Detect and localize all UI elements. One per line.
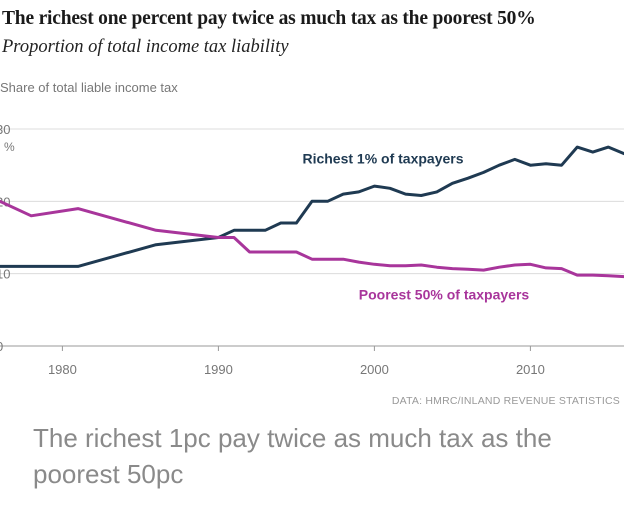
series-line-richest-1pct bbox=[0, 145, 624, 268]
series-line-poorest-50pct bbox=[0, 199, 624, 279]
y-unit-label: % bbox=[4, 140, 15, 154]
x-tick-label-1990: 1990 bbox=[204, 362, 233, 377]
image-caption: The richest 1pc pay twice as much tax as… bbox=[33, 423, 552, 489]
label-poorest-50pct: Poorest 50% of taxpayers bbox=[359, 287, 530, 303]
x-tick-label-2000: 2000 bbox=[360, 362, 389, 377]
y-tick-label-0: 0 bbox=[0, 339, 3, 354]
y-tick-label-20: 20 bbox=[0, 194, 10, 209]
x-tick-label-1980: 1980 bbox=[48, 362, 77, 377]
chart-subtitle: Proportion of total income tax liability bbox=[2, 37, 289, 57]
y-tick-label-10: 10 bbox=[0, 267, 10, 282]
data-source: DATA: HMRC/INLAND REVENUE STATISTICS bbox=[391, 395, 620, 407]
y-tick-label-30: 30 bbox=[0, 122, 10, 137]
label-richest-1pct: Richest 1% of taxpayers bbox=[302, 151, 463, 167]
chart-title: The richest one percent pay twice as muc… bbox=[2, 8, 536, 29]
x-tick-label-2010: 2010 bbox=[516, 362, 545, 377]
y-axis-label: Share of total liable income tax bbox=[0, 80, 178, 95]
